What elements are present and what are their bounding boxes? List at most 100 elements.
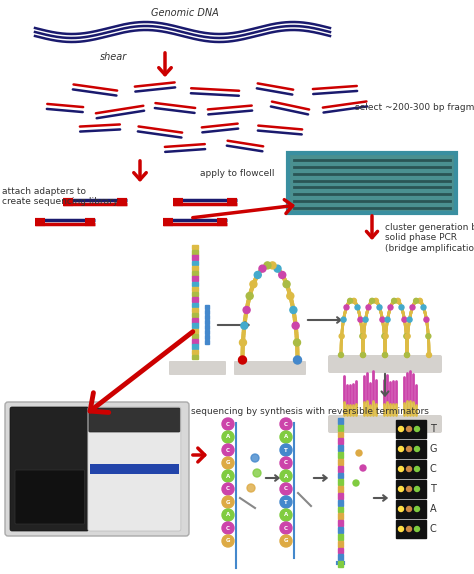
Circle shape bbox=[399, 487, 403, 491]
Bar bbox=[338, 493, 343, 499]
Bar bbox=[338, 452, 343, 458]
Circle shape bbox=[253, 469, 261, 477]
Circle shape bbox=[347, 298, 353, 303]
Circle shape bbox=[395, 298, 401, 303]
Bar bbox=[338, 459, 343, 465]
Bar bbox=[338, 541, 343, 546]
Circle shape bbox=[280, 496, 292, 508]
Bar bbox=[205, 320, 209, 324]
Circle shape bbox=[259, 265, 266, 272]
Bar bbox=[338, 466, 343, 471]
Bar bbox=[192, 271, 198, 276]
Text: C: C bbox=[284, 526, 288, 530]
FancyBboxPatch shape bbox=[15, 470, 85, 524]
Text: C: C bbox=[226, 448, 230, 452]
Bar bbox=[205, 325, 209, 328]
Circle shape bbox=[279, 272, 286, 278]
Circle shape bbox=[361, 333, 366, 339]
Circle shape bbox=[399, 447, 403, 452]
Circle shape bbox=[388, 305, 393, 310]
Text: C: C bbox=[284, 421, 288, 426]
Bar bbox=[192, 318, 198, 323]
Bar bbox=[338, 514, 343, 519]
Bar bbox=[192, 297, 198, 302]
Circle shape bbox=[407, 426, 411, 432]
Circle shape bbox=[410, 305, 415, 310]
Circle shape bbox=[405, 333, 410, 339]
Circle shape bbox=[383, 352, 388, 358]
Text: A: A bbox=[226, 435, 230, 440]
Bar bbox=[396, 480, 426, 498]
Circle shape bbox=[360, 465, 366, 471]
Bar bbox=[396, 440, 426, 458]
Circle shape bbox=[414, 447, 419, 452]
Circle shape bbox=[358, 317, 363, 322]
Circle shape bbox=[361, 352, 365, 358]
Circle shape bbox=[414, 506, 419, 511]
Bar bbox=[396, 520, 426, 538]
Bar bbox=[338, 500, 343, 506]
Circle shape bbox=[280, 457, 292, 469]
Circle shape bbox=[243, 307, 250, 313]
Circle shape bbox=[382, 333, 387, 339]
Circle shape bbox=[363, 317, 368, 322]
Bar bbox=[192, 245, 198, 250]
Bar bbox=[205, 330, 209, 333]
Circle shape bbox=[414, 487, 419, 491]
Text: A: A bbox=[284, 513, 288, 518]
Text: C: C bbox=[430, 464, 437, 474]
Circle shape bbox=[280, 509, 292, 521]
Text: select ~200-300 bp fragments: select ~200-300 bp fragments bbox=[355, 103, 474, 113]
Text: C: C bbox=[226, 487, 230, 491]
Circle shape bbox=[294, 356, 301, 363]
FancyBboxPatch shape bbox=[169, 361, 226, 375]
Circle shape bbox=[383, 333, 388, 339]
Bar bbox=[192, 282, 198, 286]
FancyBboxPatch shape bbox=[89, 408, 180, 432]
Circle shape bbox=[292, 322, 299, 329]
Circle shape bbox=[366, 305, 371, 310]
Bar bbox=[90, 464, 179, 474]
Text: A: A bbox=[226, 513, 230, 518]
Bar bbox=[192, 334, 198, 338]
Circle shape bbox=[407, 526, 411, 532]
Circle shape bbox=[239, 339, 246, 346]
Circle shape bbox=[222, 522, 234, 534]
Text: T: T bbox=[430, 424, 436, 434]
Circle shape bbox=[251, 454, 259, 462]
Circle shape bbox=[247, 484, 255, 492]
Circle shape bbox=[280, 431, 292, 443]
Circle shape bbox=[293, 356, 301, 364]
Bar bbox=[338, 425, 343, 430]
Circle shape bbox=[377, 305, 382, 310]
Circle shape bbox=[280, 522, 292, 534]
Bar bbox=[192, 276, 198, 281]
Bar bbox=[396, 420, 426, 438]
Text: G: G bbox=[226, 460, 230, 466]
Circle shape bbox=[407, 506, 411, 511]
Text: sequencing by synthesis with reversible terminators: sequencing by synthesis with reversible … bbox=[191, 407, 429, 416]
Circle shape bbox=[280, 483, 292, 495]
Bar bbox=[396, 460, 426, 478]
Circle shape bbox=[399, 467, 403, 471]
Circle shape bbox=[222, 444, 234, 456]
Bar bbox=[192, 339, 198, 343]
Bar bbox=[338, 507, 343, 513]
Circle shape bbox=[222, 431, 234, 443]
Bar bbox=[192, 350, 198, 354]
Circle shape bbox=[426, 333, 431, 339]
Circle shape bbox=[254, 272, 261, 278]
Circle shape bbox=[246, 293, 253, 300]
Text: A: A bbox=[284, 435, 288, 440]
Bar bbox=[396, 500, 426, 518]
Circle shape bbox=[407, 447, 411, 452]
Circle shape bbox=[385, 317, 390, 322]
Bar bbox=[192, 344, 198, 349]
Circle shape bbox=[370, 298, 374, 303]
Text: A: A bbox=[226, 474, 230, 479]
Bar bbox=[192, 313, 198, 317]
Circle shape bbox=[374, 298, 378, 303]
Text: G: G bbox=[226, 538, 230, 544]
Circle shape bbox=[344, 305, 349, 310]
Bar bbox=[192, 287, 198, 291]
